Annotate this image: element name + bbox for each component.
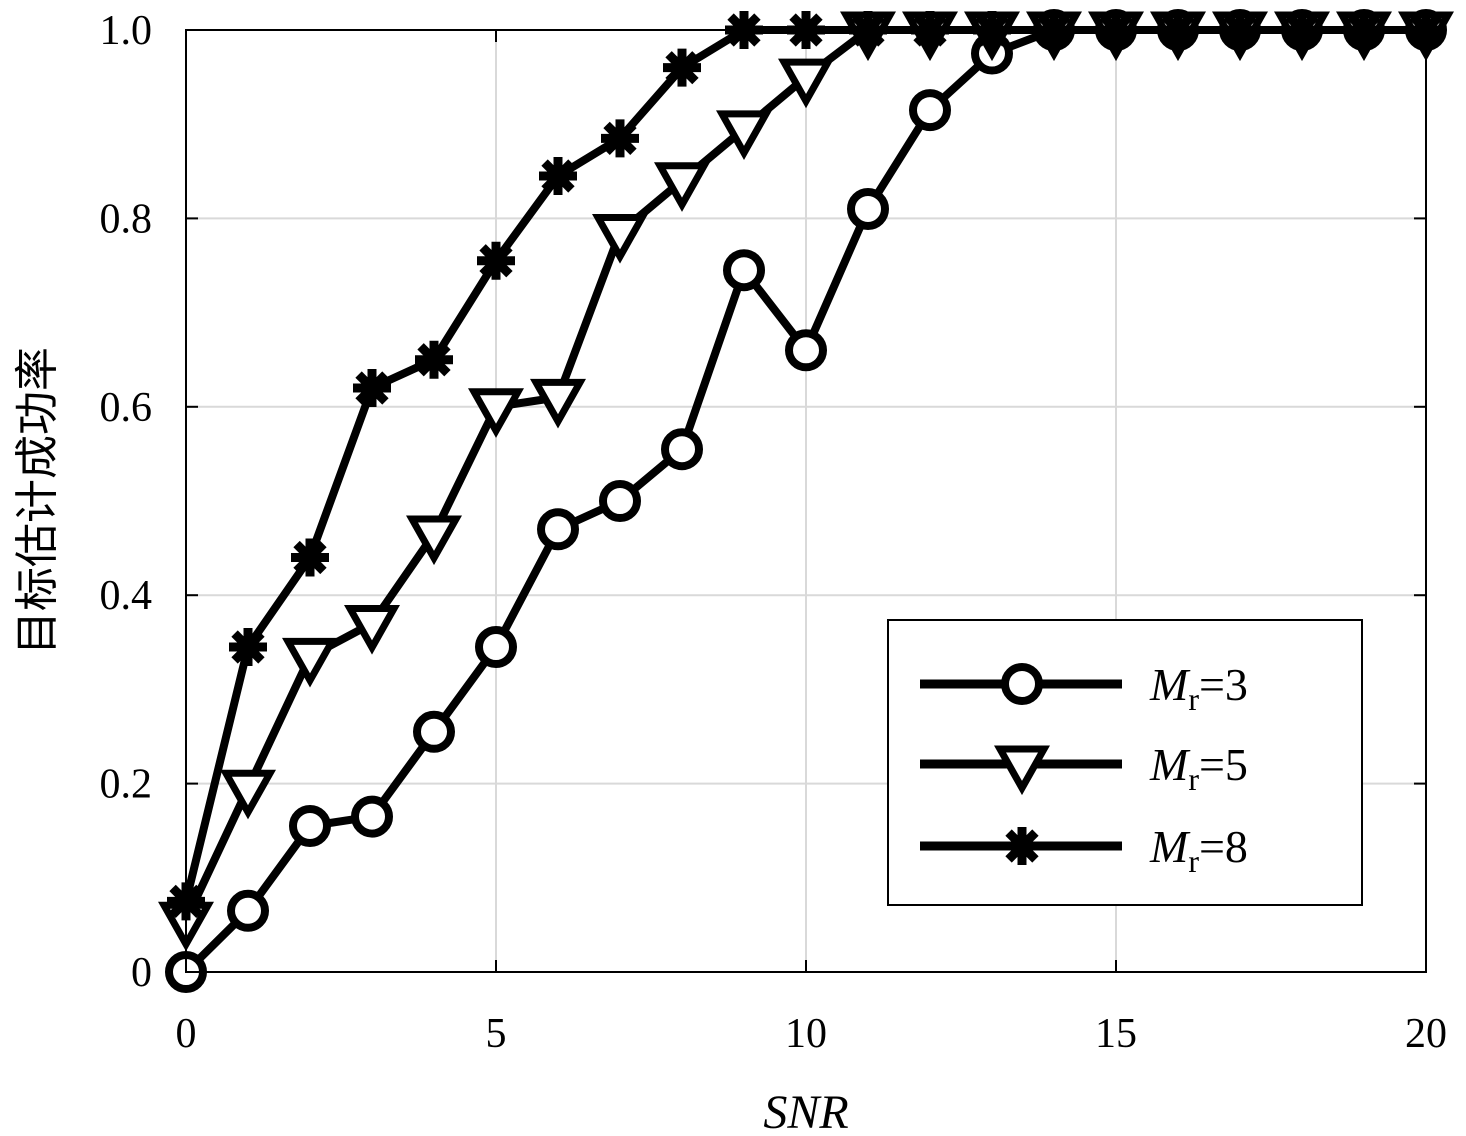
legend-entry: Mr=3 — [920, 659, 1248, 717]
x-tick-label: 5 — [486, 1011, 507, 1057]
data-point-triangle-down — [468, 388, 524, 438]
data-point-circle — [661, 428, 703, 471]
x-tick-label: 15 — [1095, 1011, 1137, 1057]
data-point-triangle-down — [282, 637, 338, 688]
legend-marker-circle — [1001, 663, 1043, 705]
data-point-triangle-down — [220, 769, 276, 820]
data-point-triangle-down — [406, 515, 462, 566]
data-point-circle — [599, 480, 641, 522]
y-tick-label: 0.6 — [100, 385, 153, 431]
x-axis-label: SNR — [763, 1086, 848, 1131]
legend: Mr=3 Mr=5 Mr=8 — [887, 619, 1363, 906]
legend-label: Mr=3 — [1149, 659, 1248, 717]
data-point-asterisk — [291, 538, 329, 577]
x-tick-label: 0 — [176, 1011, 197, 1057]
legend-marker-asterisk — [1003, 827, 1041, 865]
data-point-asterisk — [663, 48, 701, 87]
y-tick-label: 0.2 — [100, 762, 153, 808]
data-point-triangle-down — [592, 214, 648, 264]
y-axis-label: 目标估计成功率 — [13, 347, 62, 655]
y-tick-label: 0.8 — [100, 196, 153, 242]
y-tick-label: 1.0 — [100, 8, 153, 54]
data-point-circle — [847, 187, 889, 230]
data-point-triangle-down — [344, 604, 400, 655]
x-tick-label: 20 — [1405, 1011, 1447, 1057]
data-point-circle — [909, 89, 951, 132]
data-point-circle — [537, 508, 579, 551]
legend-label: Mr=5 — [1149, 739, 1248, 797]
y-tick-label: 0.4 — [100, 573, 153, 619]
data-point-circle — [289, 804, 331, 847]
data-point-circle — [351, 795, 393, 838]
data-point-circle — [785, 329, 827, 372]
data-point-triangle-down — [654, 162, 710, 212]
data-point-circle — [475, 626, 517, 669]
legend-entry: Mr=8 — [920, 821, 1248, 879]
data-point-circle — [723, 249, 765, 292]
data-point-asterisk — [229, 628, 267, 667]
data-point-asterisk — [415, 340, 453, 379]
data-point-asterisk — [477, 241, 515, 280]
data-point-asterisk — [601, 119, 639, 158]
axes: 0 5 10 15 20 0 0.2 0.4 0.6 0.8 1.0 — [100, 8, 1448, 1057]
data-point-asterisk — [353, 368, 391, 407]
legend-marker-triangle-down — [994, 745, 1050, 796]
data-point-triangle-down — [716, 110, 772, 161]
data-point-asterisk — [539, 157, 577, 196]
data-point-circle — [413, 710, 455, 753]
legend-label: Mr=8 — [1149, 821, 1248, 879]
y-tick-label: 0 — [131, 950, 152, 996]
legend-entry: Mr=5 — [920, 739, 1248, 797]
data-point-circle — [227, 889, 269, 932]
x-tick-label: 10 — [785, 1011, 827, 1057]
data-point-triangle-down — [530, 378, 586, 429]
data-point-triangle-down — [778, 58, 834, 109]
plot-frame — [185, 29, 1427, 973]
